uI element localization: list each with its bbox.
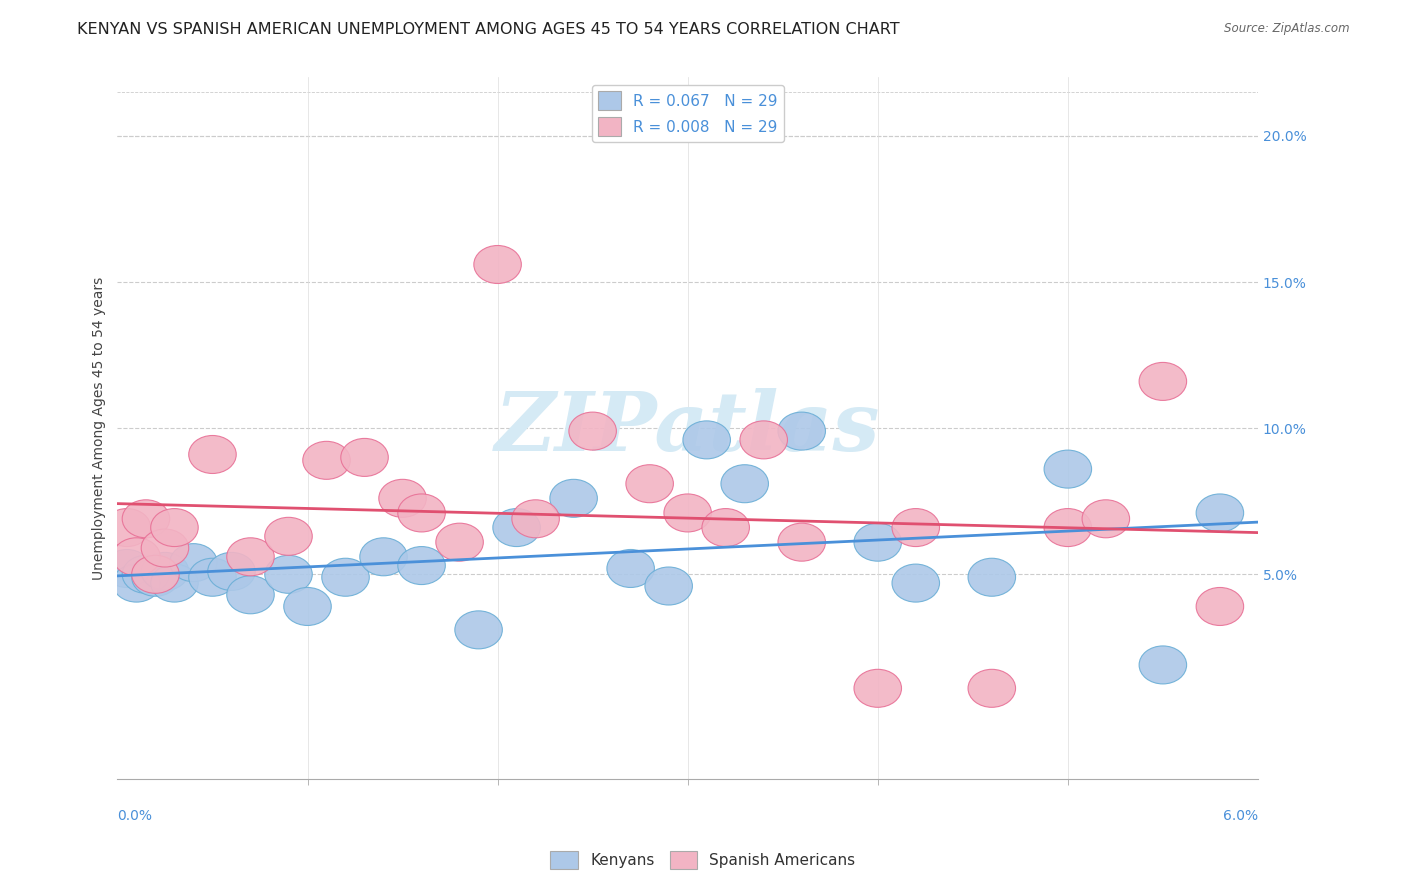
Ellipse shape [302, 442, 350, 479]
Ellipse shape [103, 549, 150, 588]
Ellipse shape [853, 524, 901, 561]
Text: 6.0%: 6.0% [1223, 809, 1258, 823]
Ellipse shape [1083, 500, 1129, 538]
Ellipse shape [122, 556, 170, 593]
Legend: Kenyans, Spanish Americans: Kenyans, Spanish Americans [544, 845, 862, 875]
Ellipse shape [474, 245, 522, 284]
Ellipse shape [550, 479, 598, 517]
Ellipse shape [150, 508, 198, 547]
Ellipse shape [103, 508, 150, 547]
Ellipse shape [436, 524, 484, 561]
Ellipse shape [264, 517, 312, 556]
Text: KENYAN VS SPANISH AMERICAN UNEMPLOYMENT AMONG AGES 45 TO 54 YEARS CORRELATION CH: KENYAN VS SPANISH AMERICAN UNEMPLOYMENT … [77, 22, 900, 37]
Ellipse shape [360, 538, 408, 576]
Ellipse shape [226, 538, 274, 576]
Ellipse shape [132, 558, 179, 596]
Ellipse shape [891, 508, 939, 547]
Ellipse shape [284, 588, 332, 625]
Ellipse shape [778, 412, 825, 450]
Ellipse shape [398, 494, 446, 532]
Ellipse shape [1139, 646, 1187, 684]
Ellipse shape [778, 524, 825, 561]
Ellipse shape [188, 558, 236, 596]
Ellipse shape [170, 543, 218, 582]
Ellipse shape [969, 669, 1015, 707]
Y-axis label: Unemployment Among Ages 45 to 54 years: Unemployment Among Ages 45 to 54 years [93, 277, 107, 580]
Ellipse shape [891, 564, 939, 602]
Ellipse shape [626, 465, 673, 503]
Ellipse shape [264, 556, 312, 593]
Ellipse shape [645, 567, 692, 605]
Ellipse shape [702, 508, 749, 547]
Ellipse shape [721, 465, 769, 503]
Legend: R = 0.067   N = 29, R = 0.008   N = 29: R = 0.067 N = 29, R = 0.008 N = 29 [592, 85, 783, 142]
Ellipse shape [1197, 494, 1244, 532]
Ellipse shape [1045, 508, 1091, 547]
Ellipse shape [322, 558, 370, 596]
Ellipse shape [454, 611, 502, 648]
Ellipse shape [1139, 362, 1187, 401]
Ellipse shape [208, 552, 256, 591]
Ellipse shape [853, 669, 901, 707]
Ellipse shape [122, 500, 170, 538]
Ellipse shape [226, 576, 274, 614]
Ellipse shape [141, 529, 188, 567]
Ellipse shape [494, 508, 540, 547]
Ellipse shape [112, 564, 160, 602]
Ellipse shape [569, 412, 616, 450]
Ellipse shape [150, 564, 198, 602]
Ellipse shape [664, 494, 711, 532]
Ellipse shape [1045, 450, 1091, 488]
Text: 0.0%: 0.0% [118, 809, 152, 823]
Ellipse shape [398, 547, 446, 584]
Ellipse shape [141, 552, 188, 591]
Ellipse shape [132, 556, 179, 593]
Ellipse shape [1197, 588, 1244, 625]
Ellipse shape [188, 435, 236, 474]
Ellipse shape [969, 558, 1015, 596]
Ellipse shape [740, 421, 787, 458]
Ellipse shape [378, 479, 426, 517]
Ellipse shape [112, 538, 160, 576]
Ellipse shape [512, 500, 560, 538]
Text: Source: ZipAtlas.com: Source: ZipAtlas.com [1225, 22, 1350, 36]
Ellipse shape [683, 421, 731, 458]
Text: ZIPatlas: ZIPatlas [495, 388, 880, 468]
Ellipse shape [607, 549, 654, 588]
Ellipse shape [340, 438, 388, 476]
